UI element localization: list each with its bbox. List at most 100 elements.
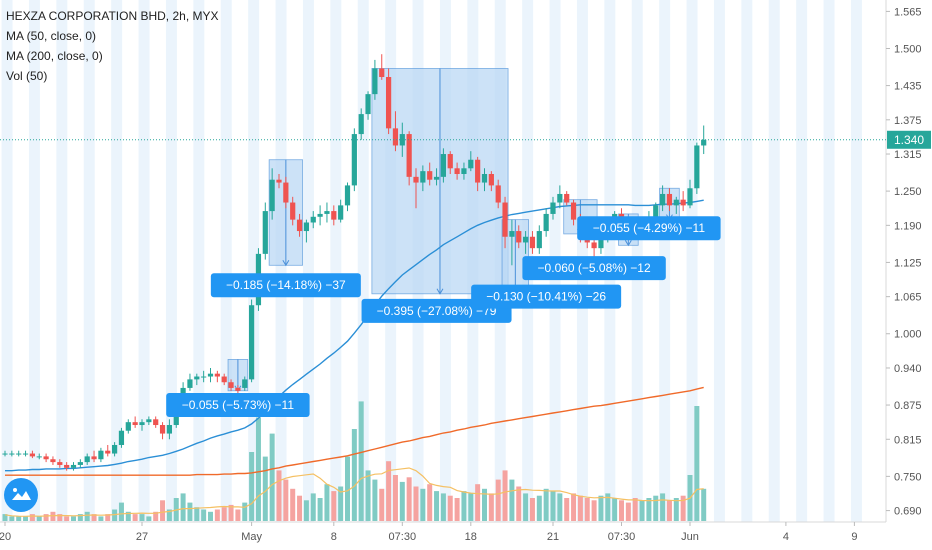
session-band: [686, 0, 698, 522]
candle-body: [660, 193, 666, 206]
session-band: [850, 0, 862, 522]
volume-bar: [269, 433, 275, 521]
candle-body: [440, 154, 446, 177]
measure-label-bg[interactable]: [166, 393, 310, 418]
price-tick-label: 1.065: [894, 292, 922, 304]
volume-bar: [180, 493, 186, 521]
measure-arrow-head: [436, 288, 444, 295]
candle-body: [557, 193, 563, 203]
volume-bar: [420, 488, 426, 521]
time-tick-label: 8: [331, 531, 337, 543]
candle-body: [481, 174, 488, 183]
time-tick-label: 07:30: [389, 531, 417, 543]
price-tick-label: 1.500: [894, 43, 922, 55]
measure-labels[interactable]: −0.055 (−5.73%) −11 −0.185 (−14.18%) −37 −…: [166, 216, 721, 418]
volume-bar: [543, 488, 549, 521]
volume-bar: [50, 511, 56, 521]
volume-bar: [584, 498, 590, 521]
volume-bar: [338, 486, 344, 521]
candle-body: [57, 462, 63, 465]
session-band: [83, 0, 95, 522]
volume-bar: [550, 491, 556, 521]
measure-label-bg[interactable]: [522, 256, 666, 281]
candle-body: [331, 211, 337, 220]
volume-bar: [523, 493, 529, 521]
volume-bar: [591, 500, 597, 521]
candle-body: [495, 185, 501, 203]
measure-arrow-head: [282, 260, 290, 267]
candle-body: [276, 179, 282, 183]
candle-body: [214, 373, 220, 377]
symbol-title[interactable]: HEXZA CORPORATION BHD, 2h, MYX: [6, 9, 219, 23]
volume-bar: [680, 495, 686, 521]
volume-bar: [71, 516, 76, 521]
candle-body: [64, 464, 70, 468]
candle-body: [187, 379, 193, 388]
candle-body: [296, 219, 303, 232]
time-tick-label: 18: [465, 531, 477, 543]
time-tick-label: 4: [783, 531, 789, 543]
volume-bar: [43, 514, 49, 521]
measure-label-text: −0.060 (−5.08%) −12: [538, 261, 651, 275]
volume-bar: [646, 498, 652, 521]
time-tick-label: Jun: [681, 531, 699, 543]
price-tick-label: 1.000: [894, 329, 922, 341]
candle-body: [43, 456, 49, 460]
volume-bar: [118, 502, 124, 521]
price-axis[interactable]: 1.565 1.500 1.435 1.375 1.315 1.250 1.190 1.125…: [886, 6, 922, 518]
grid-lines: [0, 0, 887, 523]
candle-body: [9, 453, 15, 455]
session-band: [248, 0, 260, 522]
session-band: [138, 0, 150, 522]
time-axis[interactable]: 20 27 May 8 07:30 18 21 07:30 Jun 4 9: [0, 522, 857, 543]
volume-bar: [187, 502, 193, 521]
volume-bar: [605, 493, 611, 521]
ma50-legend[interactable]: MA (50, close, 0): [6, 29, 97, 43]
session-band: [28, 0, 40, 522]
volume-bar: [509, 479, 515, 521]
measure-label-bg[interactable]: [210, 273, 361, 298]
candle-body: [687, 188, 693, 206]
candle-body: [153, 419, 159, 426]
volume-bar: [392, 475, 398, 521]
ma200-legend[interactable]: MA (200, close, 0): [6, 49, 103, 63]
candle-body: [338, 205, 344, 220]
measure-label-text: −0.395 (−27.08%) −79: [377, 304, 497, 318]
session-band: [1, 0, 13, 522]
candle-body: [36, 456, 42, 458]
candle-body: [324, 211, 330, 214]
candle-body: [77, 462, 83, 465]
ma50-line: [5, 199, 704, 472]
volume-bar: [673, 498, 679, 521]
volume-legend[interactable]: Vol (50): [6, 69, 48, 83]
price-tick-label: 1.190: [894, 220, 922, 232]
volume-bar: [297, 495, 303, 521]
volume-bars: [2, 401, 707, 521]
candle-body: [379, 68, 385, 78]
price-tick-label: 1.125: [894, 257, 922, 269]
volume-ma-line: [4, 467, 704, 517]
tradingview-logo[interactable]: [4, 478, 38, 512]
volume-bar: [488, 493, 494, 521]
volume-bar: [98, 516, 104, 521]
volume-bar: [214, 509, 220, 521]
volume-bar: [351, 429, 357, 521]
volume-bar: [379, 488, 385, 521]
measure-label-text: −0.185 (−14.18%) −37: [226, 278, 346, 292]
measure-label-bg[interactable]: [577, 216, 721, 241]
measure-arrow-head: [624, 240, 632, 247]
volume-bar: [358, 401, 364, 521]
volume-bar: [502, 470, 508, 521]
volume-bar: [529, 498, 535, 521]
volume-bar: [399, 481, 405, 521]
volume-bar: [23, 516, 29, 521]
candle-body: [365, 94, 371, 115]
measure-label-bg[interactable]: [471, 284, 622, 309]
session-band: [111, 0, 123, 522]
volume-bar: [255, 417, 261, 521]
volume-bar: [468, 493, 474, 521]
price-tick-label: 1.565: [894, 6, 922, 18]
volume-bar: [660, 493, 666, 521]
candle-body: [16, 453, 22, 455]
